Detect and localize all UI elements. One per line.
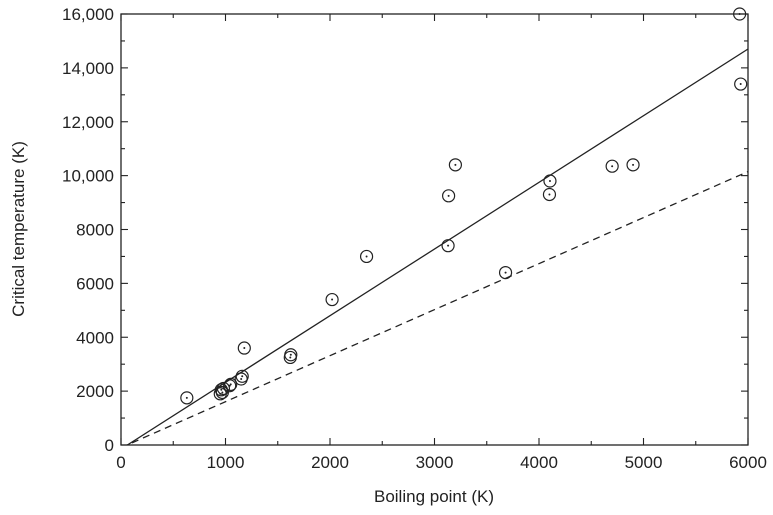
data-point-ring	[235, 369, 249, 383]
y-tick-label: 4000	[76, 328, 114, 347]
dashed-fit-line	[125, 170, 748, 445]
data-point-dot	[739, 83, 742, 86]
data-point-dot	[241, 375, 244, 378]
x-tick-label: 2000	[311, 453, 349, 472]
y-tick-label: 6000	[76, 274, 114, 293]
data-point	[237, 341, 251, 355]
y-axis-label: Critical temperature (K)	[9, 141, 28, 317]
y-tick-label: 14,000	[62, 59, 114, 78]
y-tick-label: 10,000	[62, 167, 114, 186]
x-tick-label: 5000	[625, 453, 663, 472]
x-tick-label: 4000	[520, 453, 558, 472]
data-point	[442, 189, 456, 203]
data-point-ring	[448, 158, 462, 172]
data-point	[284, 348, 298, 362]
data-point-ring	[626, 158, 640, 172]
data-point	[626, 158, 640, 172]
data-point	[441, 239, 455, 253]
data-point-dot	[365, 255, 368, 258]
data-point	[543, 174, 557, 188]
data-point-dot	[504, 271, 507, 274]
data-point-dot	[229, 383, 232, 386]
x-tick-label: 6000	[729, 453, 767, 472]
y-tick-label: 8000	[76, 221, 114, 240]
y-tick-label: 0	[105, 436, 114, 455]
data-point-ring	[216, 381, 231, 396]
data-point-ring	[224, 377, 238, 391]
data-point	[605, 159, 619, 173]
data-point-ring	[498, 266, 513, 280]
data-point-ring	[734, 77, 748, 91]
data-point	[180, 391, 194, 405]
data-point-dot	[228, 384, 231, 387]
data-point-dot	[611, 165, 614, 168]
data-point-dot	[331, 298, 334, 301]
data-point-ring	[223, 379, 237, 393]
data-points	[180, 7, 748, 405]
data-point-dot	[447, 194, 450, 197]
data-point	[359, 249, 374, 264]
x-tick-label: 3000	[416, 453, 454, 472]
data-point-dot	[632, 163, 635, 166]
data-point-dot	[447, 244, 450, 247]
x-axis-label: Boiling point (K)	[374, 487, 494, 506]
x-tick-label: 0	[116, 453, 125, 472]
data-point-ring	[542, 187, 557, 202]
data-point-ring	[605, 159, 619, 173]
data-point-dot	[243, 347, 246, 350]
y-tick-label: 12,000	[62, 113, 114, 132]
data-point-ring	[543, 174, 557, 188]
data-point-ring	[359, 249, 374, 264]
y-axis-ticks: 0 2000 4000 6000 8000 10,000 12,000 14,000 16,00…	[62, 5, 748, 455]
data-point-ring	[441, 239, 455, 253]
data-point-dot	[221, 391, 224, 394]
data-point-ring	[237, 341, 251, 355]
data-point-ring	[325, 292, 339, 307]
data-point	[448, 158, 462, 172]
data-point-dot	[548, 193, 551, 196]
data-point-ring	[284, 348, 298, 362]
y-tick-label: 2000	[76, 382, 114, 401]
data-point	[498, 266, 513, 280]
data-point-dot	[220, 388, 223, 391]
data-point-dot	[185, 396, 188, 399]
data-point	[734, 77, 748, 91]
data-point	[542, 187, 557, 202]
data-point	[325, 292, 339, 307]
data-point-dot	[548, 180, 551, 183]
y-tick-label: 16,000	[62, 5, 114, 24]
data-point-dot	[240, 378, 243, 381]
data-point-ring	[180, 391, 194, 405]
plot-frame	[120, 13, 749, 446]
data-point-ring	[442, 189, 456, 203]
data-point-dot	[454, 163, 457, 166]
data-point	[235, 369, 249, 383]
data-point-dot	[289, 356, 292, 359]
x-axis-ticks: 0 1000 2000 3000 4000 5000 6000	[116, 14, 767, 472]
x-tick-label: 1000	[207, 453, 245, 472]
data-point	[223, 379, 237, 393]
data-point	[224, 377, 238, 391]
data-point-dot	[289, 353, 292, 356]
